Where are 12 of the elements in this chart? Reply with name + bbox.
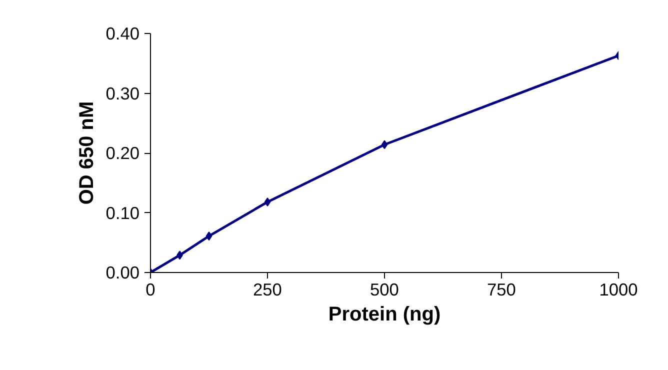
y-axis-title: OD 650 nM (76, 101, 98, 205)
y-tick-label: 0.10 (106, 202, 140, 223)
x-tick-label: 1000 (599, 280, 638, 300)
y-tick-label: 0.30 (106, 83, 140, 104)
x-tick-label: 250 (253, 280, 282, 300)
x-tick-label: 500 (370, 280, 399, 300)
y-tick-label: 0.00 (106, 262, 140, 282)
y-tick-label: 0.40 (106, 24, 140, 44)
x-tick-label: 0 (146, 280, 156, 300)
x-axis-title: Protein (ng) (328, 304, 441, 326)
x-tick-label: 750 (487, 280, 516, 300)
y-tick-label: 0.20 (106, 143, 140, 163)
